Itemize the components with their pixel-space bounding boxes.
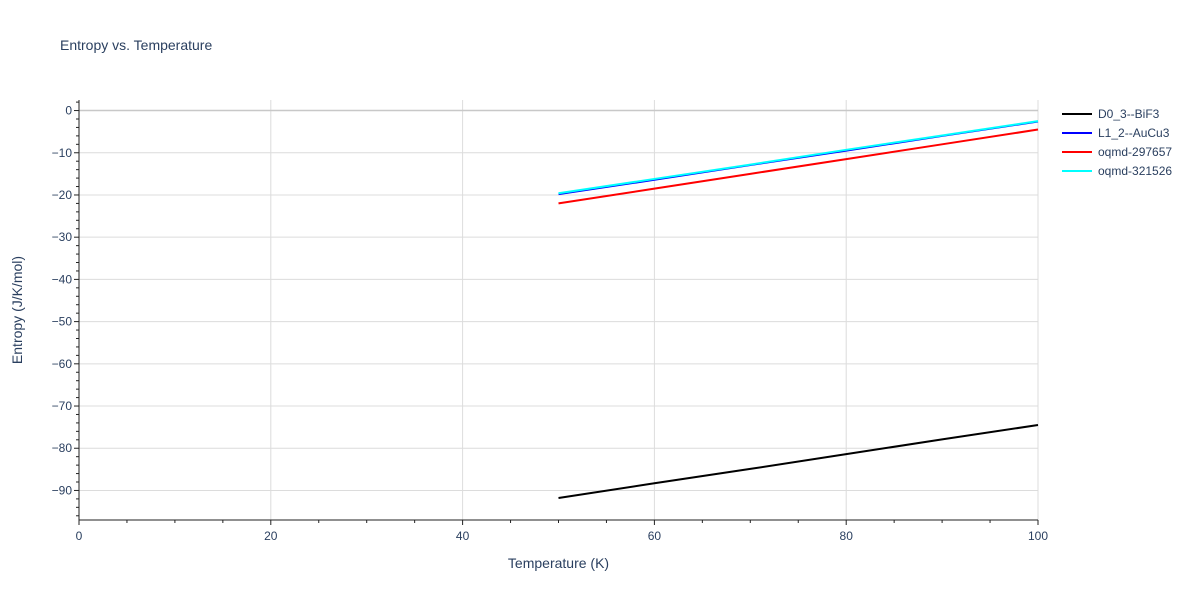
y-tick-label: −10 [52,146,73,160]
x-axis-title: Temperature (K) [508,555,609,571]
legend-item[interactable]: oqmd-321526 [1062,164,1172,178]
series-layer [558,120,1039,500]
y-tick-label: −40 [52,272,73,286]
legend-label: oqmd-321526 [1098,164,1172,178]
y-tick-label: −30 [52,230,73,244]
grid-layer [79,100,1039,520]
y-tick-label: −20 [52,188,73,202]
y-tick-label: −60 [52,357,73,371]
y-tick-label: −70 [52,399,73,413]
y-axis-title: Entropy (J/K/mol) [9,256,25,364]
y-tick-label: −50 [52,315,73,329]
legend-label: D0_3--BiF3 [1098,107,1160,121]
legend[interactable]: D0_3--BiF3 L1_2--AuCu3 oqmd-297657 oqmd-321… [1062,107,1172,178]
legend-label: oqmd-297657 [1098,145,1172,159]
x-tick-label: 80 [840,529,854,543]
x-tick-label: 60 [648,529,662,543]
chart-title: Entropy vs. Temperature [60,37,212,53]
series-line-oqmd-297657[interactable] [558,128,1039,205]
legend-item[interactable]: D0_3--BiF3 [1062,107,1160,121]
y-tick-label: 0 [65,104,72,118]
x-tick-label: 40 [456,529,470,543]
legend-item[interactable]: oqmd-297657 [1062,145,1172,159]
legend-label: L1_2--AuCu3 [1098,126,1170,140]
x-tick-label: 0 [76,529,83,543]
series-line-oqmd-321526[interactable] [558,120,1039,195]
series-line-D0_3--BiF3[interactable] [558,424,1039,500]
axes-layer: 0 20 40 60 80 100 0 −10 −20 −30 −40 −50 −60 −70 −80 −90 [52,100,1048,543]
legend-item[interactable]: L1_2--AuCu3 [1062,126,1170,140]
y-tick-label: −90 [52,483,73,497]
y-tick-label: −80 [52,441,73,455]
x-tick-label: 20 [264,529,278,543]
x-tick-label: 100 [1028,529,1048,543]
